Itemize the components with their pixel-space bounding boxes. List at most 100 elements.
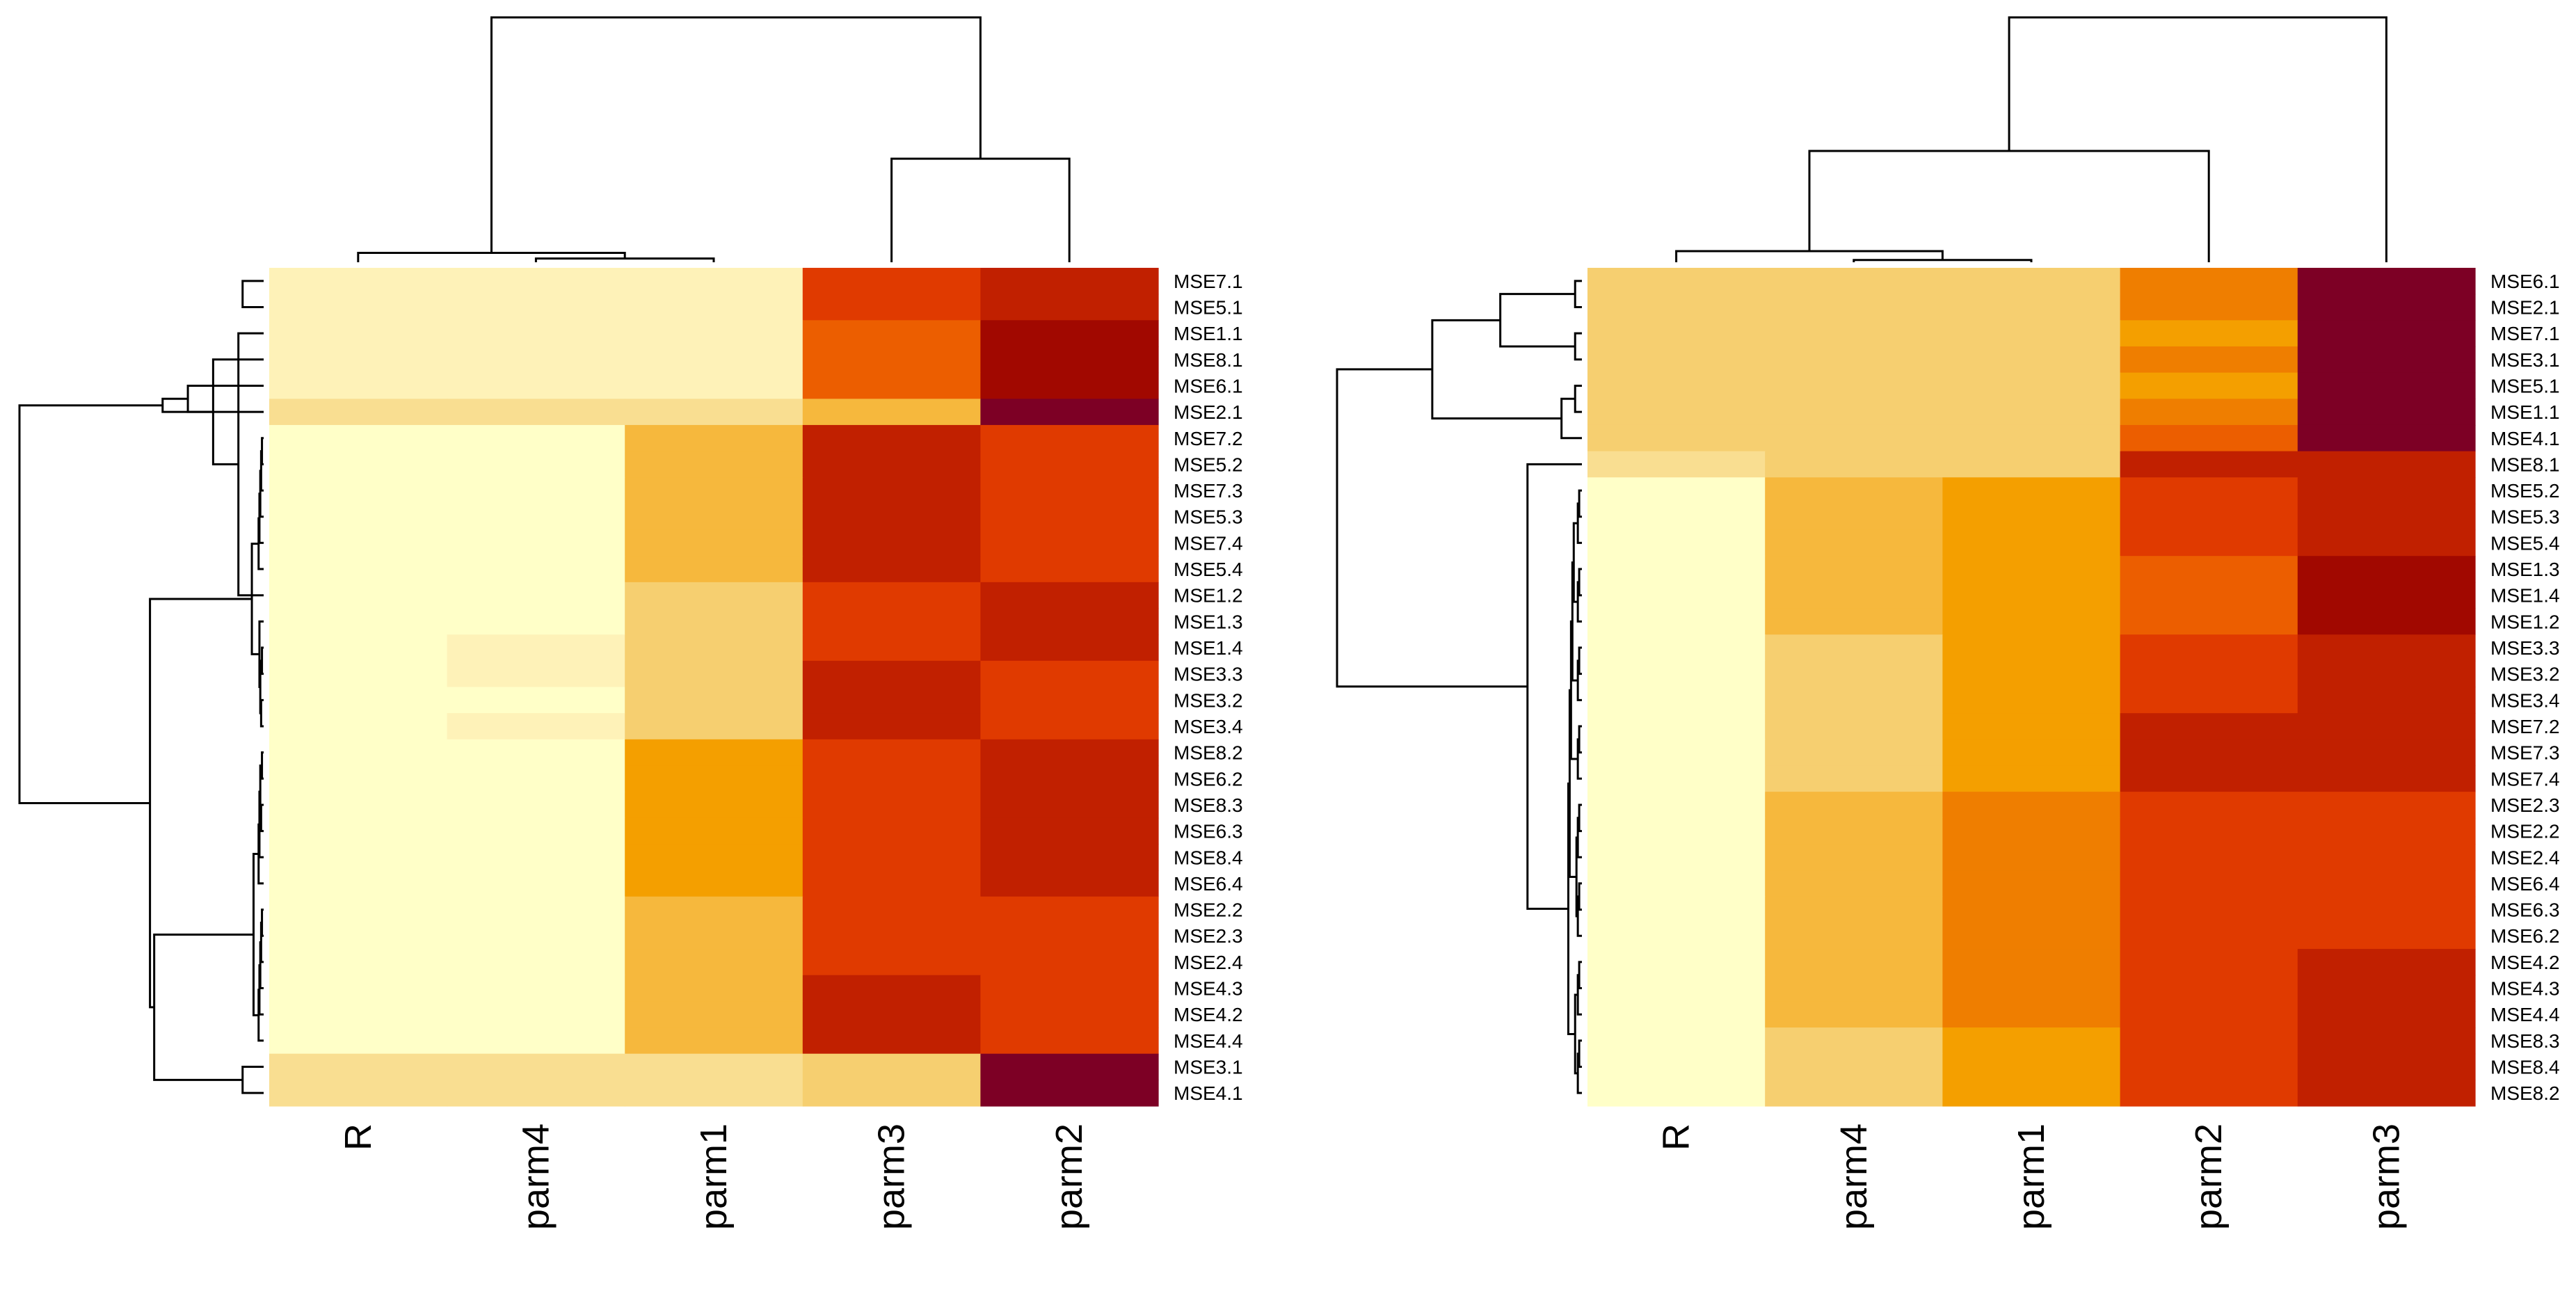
right-cell-MSE8.1-parm2 — [2120, 451, 2298, 478]
right-cell-MSE7.2-R — [1587, 713, 1766, 740]
right-cell-MSE6.3-parm4 — [1765, 896, 1943, 924]
left-row-label: MSE1.4 — [1174, 637, 1243, 659]
left-row-label: MSE7.2 — [1174, 428, 1243, 449]
left-cell-MSE7.1-parm3 — [802, 268, 981, 295]
right-cell-MSE6.4-parm1 — [1942, 870, 2121, 897]
left-cell-MSE4.2-parm1 — [625, 1001, 803, 1028]
left-cell-MSE1.4-parm4 — [447, 634, 625, 662]
left-cell-MSE8.3-parm3 — [802, 792, 981, 819]
right-cell-MSE4.4-parm2 — [2120, 1001, 2298, 1028]
left-cell-MSE4.2-parm4 — [447, 1001, 625, 1028]
right-cell-MSE7.1-parm1 — [1942, 320, 2121, 347]
right-row-dendrogram-branch-2 — [1574, 332, 1582, 361]
left-cell-MSE3.2-parm3 — [802, 687, 981, 714]
right-cell-MSE3.3-parm2 — [2120, 634, 2298, 662]
left-cell-MSE7.1-parm2 — [980, 268, 1159, 295]
left-row-label: MSE3.4 — [1174, 716, 1243, 737]
right-row-dendrogram-branch-17 — [1578, 882, 1582, 911]
right-row-dendrogram-branch-9 — [1578, 568, 1582, 597]
right-cell-MSE4.2-parm4 — [1765, 949, 1943, 976]
right-cell-MSE5.2-parm3 — [2297, 477, 2476, 504]
right-cell-MSE5.2-parm1 — [1942, 477, 2121, 504]
left-cell-MSE6.2-parm4 — [447, 765, 625, 792]
left-cell-MSE4.3-parm1 — [625, 975, 803, 1002]
right-cell-MSE1.1-R — [1587, 399, 1766, 426]
left-cell-MSE2.4-parm4 — [447, 949, 625, 976]
left-row-dendrogram-branch-16 — [261, 751, 264, 780]
left-row-label: MSE6.1 — [1174, 375, 1243, 397]
right-cell-MSE6.3-parm3 — [2297, 896, 2476, 924]
right-cell-MSE8.2-parm4 — [1765, 1080, 1943, 1107]
right-cell-MSE8.2-parm1 — [1942, 1080, 2121, 1107]
left-row-label: MSE6.4 — [1174, 873, 1243, 895]
left-cell-MSE5.3-parm4 — [447, 503, 625, 531]
right-cell-MSE5.4-parm3 — [2297, 529, 2476, 557]
left-cell-MSE3.1-parm4 — [447, 1053, 625, 1080]
right-cell-MSE1.2-parm2 — [2120, 608, 2298, 635]
left-row-label: MSE4.2 — [1174, 1004, 1243, 1025]
left-row-label: MSE5.1 — [1174, 296, 1243, 318]
right-cell-MSE3.3-parm1 — [1942, 634, 2121, 662]
right-cell-MSE2.4-parm2 — [2120, 844, 2298, 871]
right-cell-MSE6.2-R — [1587, 922, 1766, 950]
right-row-label: MSE6.1 — [2490, 271, 2560, 292]
right-cell-MSE7.2-parm1 — [1942, 713, 2121, 740]
left-cell-MSE3.3-parm4 — [447, 660, 625, 688]
left-column-label: parm1 — [693, 1123, 735, 1230]
left-row-label: MSE7.1 — [1174, 271, 1243, 292]
right-cell-MSE7.1-parm3 — [2297, 320, 2476, 347]
left-row-dendrogram-branch-27 — [241, 1066, 264, 1094]
left-cell-MSE6.1-parm4 — [447, 372, 625, 399]
right-row-dendrogram-branch-27 — [1569, 620, 1578, 760]
left-cell-MSE8.3-parm1 — [625, 792, 803, 819]
left-cell-MSE8.1-R — [269, 346, 448, 374]
right-cell-MSE8.2-parm3 — [2297, 1080, 2476, 1107]
right-cell-MSE7.4-parm1 — [1942, 765, 2121, 792]
left-cell-MSE4.2-parm3 — [802, 1001, 981, 1028]
left-cell-MSE1.3-parm4 — [447, 608, 625, 635]
left-cell-MSE1.2-parm2 — [980, 582, 1159, 609]
right-cell-MSE5.3-parm3 — [2297, 503, 2476, 531]
right-cell-MSE1.3-parm1 — [1942, 556, 2121, 583]
right-cell-MSE3.2-parm2 — [2120, 660, 2298, 688]
left-cell-MSE1.2-parm1 — [625, 582, 803, 609]
right-cell-MSE2.2-R — [1587, 817, 1766, 845]
left-row-label: MSE2.4 — [1174, 952, 1243, 973]
left-cell-MSE2.2-parm3 — [802, 896, 981, 924]
left-row-label: MSE8.2 — [1174, 742, 1243, 764]
right-cell-MSE7.3-parm1 — [1942, 739, 2121, 767]
right-cell-MSE5.1-parm2 — [2120, 372, 2298, 399]
right-column-dendrogram-branch-1 — [1853, 259, 2033, 262]
right-row-label: MSE7.2 — [2490, 716, 2560, 737]
left-cell-MSE6.2-parm1 — [625, 765, 803, 792]
right-cell-MSE1.2-R — [1587, 608, 1766, 635]
right-cell-MSE7.4-parm3 — [2297, 765, 2476, 792]
right-cell-MSE4.2-R — [1587, 949, 1766, 976]
left-cell-MSE8.4-parm4 — [447, 844, 625, 871]
right-column-dendrogram — [1675, 16, 2387, 262]
right-row-label: MSE1.1 — [2490, 401, 2560, 423]
left-cell-MSE4.1-parm4 — [447, 1080, 625, 1107]
left-cell-MSE2.4-parm2 — [980, 949, 1159, 976]
right-cell-MSE8.1-parm1 — [1942, 451, 2121, 478]
left-cell-MSE4.1-R — [269, 1080, 448, 1107]
right-cell-MSE7.1-parm2 — [2120, 320, 2298, 347]
left-cell-MSE5.1-parm1 — [625, 294, 803, 321]
right-row-label: MSE2.3 — [2490, 794, 2560, 816]
right-row-label: MSE6.2 — [2490, 925, 2560, 947]
right-cell-MSE4.4-R — [1587, 1001, 1766, 1028]
right-cell-MSE7.4-parm4 — [1765, 765, 1943, 792]
right-cell-MSE6.4-parm4 — [1765, 870, 1943, 897]
right-cell-MSE6.1-parm2 — [2120, 268, 2298, 295]
left-cell-MSE7.4-R — [269, 529, 448, 557]
right-cell-MSE6.1-parm3 — [2297, 268, 2476, 295]
left-row-dendrogram-branch-24 — [258, 964, 264, 1016]
left-cell-MSE4.1-parm1 — [625, 1080, 803, 1107]
right-cell-MSE5.2-parm4 — [1765, 477, 1943, 504]
right-cell-MSE2.2-parm1 — [1942, 817, 2121, 845]
left-cell-MSE2.3-parm4 — [447, 922, 625, 950]
right-cell-MSE2.3-parm2 — [2120, 792, 2298, 819]
right-cell-MSE6.4-parm2 — [2120, 870, 2298, 897]
right-cell-MSE3.1-parm4 — [1765, 346, 1943, 374]
